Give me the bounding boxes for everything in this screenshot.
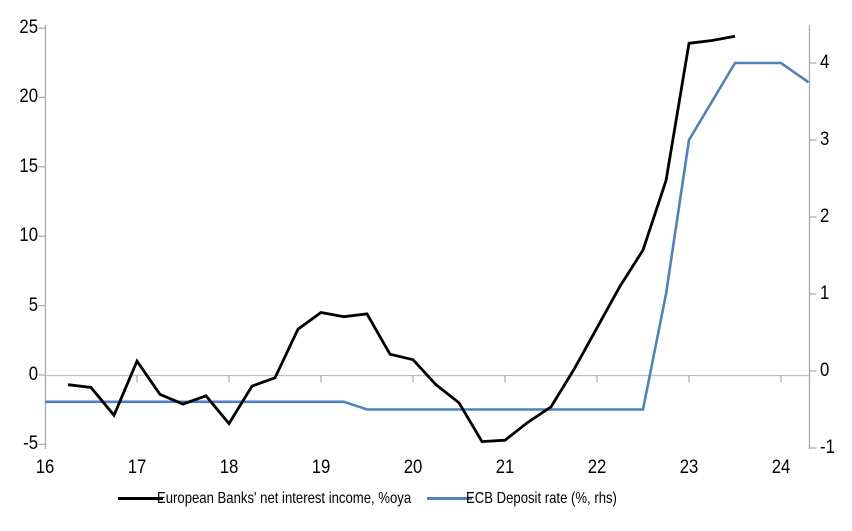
x-axis-tick-label: 16 — [35, 457, 55, 478]
left-axis-tick-label: 15 — [19, 156, 38, 177]
x-axis-tick-label: 20 — [403, 457, 423, 478]
right-axis-tick-label: 4 — [820, 52, 830, 73]
left-axis-tick-label: -5 — [23, 433, 38, 454]
series-line-ecb — [45, 61, 810, 411]
right-axis-tick-label: 1 — [820, 283, 830, 304]
right-axis-tick-label: 2 — [820, 206, 830, 227]
left-axis-tick-label: 20 — [19, 86, 38, 107]
left-axis-tick-label: 25 — [19, 17, 38, 38]
right-axis-tick-label: 0 — [820, 360, 830, 381]
x-axis-tick-label: 21 — [495, 457, 515, 478]
right-axis-tick-label: 3 — [820, 129, 830, 150]
left-axis-tick-label: 0 — [28, 364, 38, 385]
x-axis-tick-label: 19 — [311, 457, 331, 478]
x-axis-tick-label: 23 — [679, 457, 699, 478]
x-axis-tick-label: 18 — [219, 457, 239, 478]
right-axis-tick-label: -1 — [820, 437, 835, 458]
x-axis-tick-label: 17 — [127, 457, 147, 478]
series-line-nii — [67, 34, 736, 444]
x-axis-tick-label: 24 — [771, 457, 791, 478]
left-axis-tick-label: 10 — [19, 225, 38, 246]
left-axis-tick-label: 5 — [28, 295, 38, 316]
x-axis-tick-label: 22 — [587, 457, 607, 478]
